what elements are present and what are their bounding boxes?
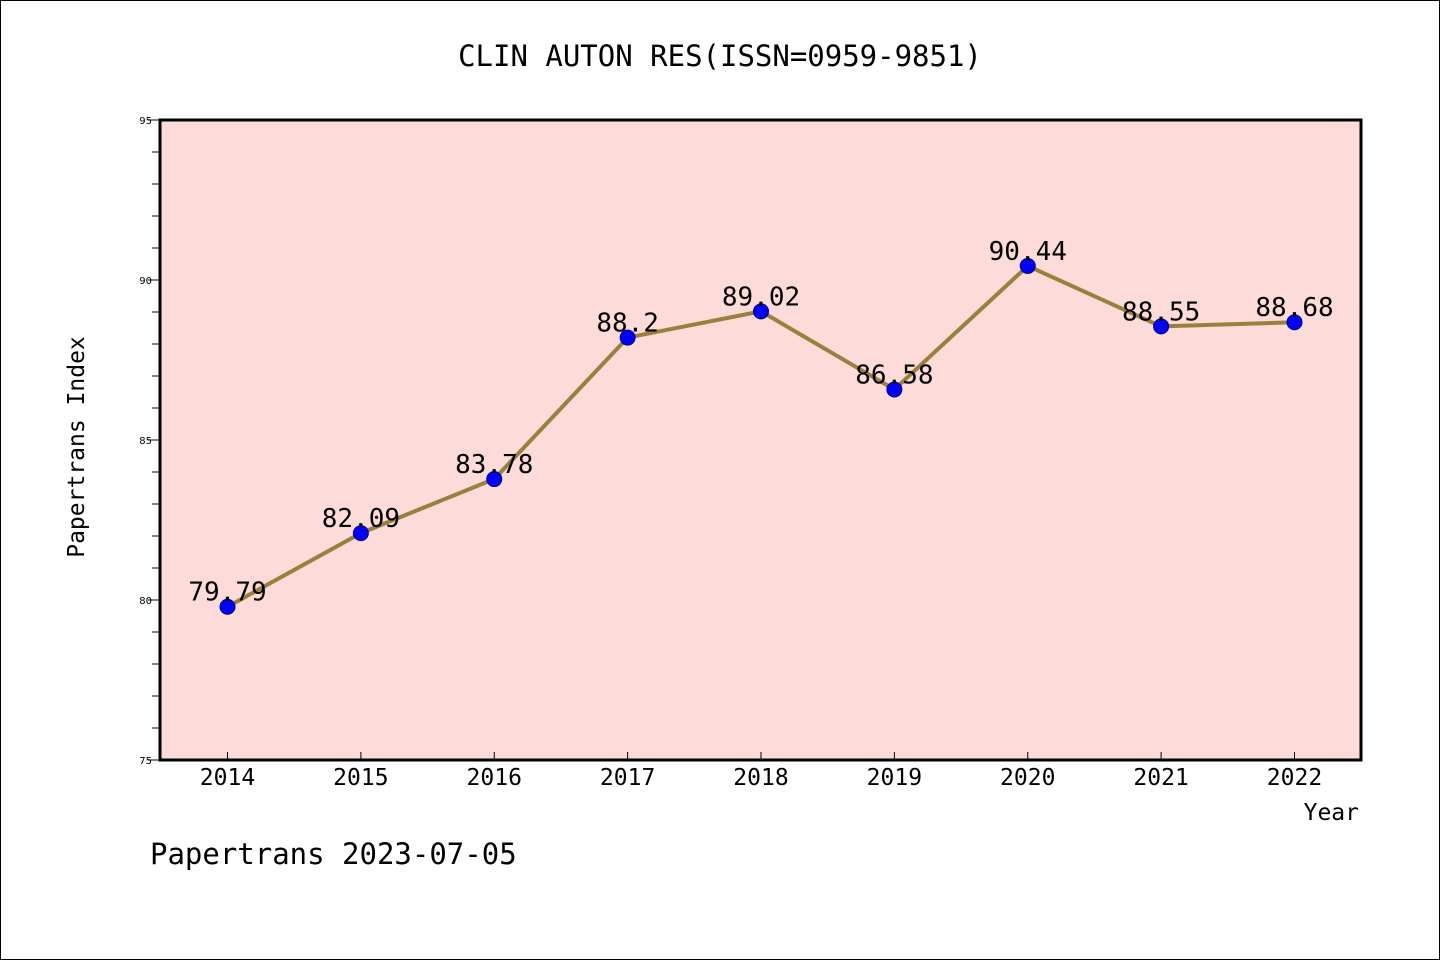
x-tick-label: 2015 (333, 765, 388, 791)
y-tick-label: 75 (139, 756, 152, 767)
x-tick-label: 2018 (733, 765, 788, 791)
data-point (219, 598, 236, 615)
x-axis-ticks: 2014 2015 2016 2017 2018 2019 2020 2021 2022 (200, 752, 1322, 791)
y-tick-label: 80 (139, 596, 152, 607)
x-tick-label: 2022 (1267, 765, 1322, 791)
data-label: 88.2 (596, 309, 659, 339)
x-tick-label: 2019 (867, 765, 922, 791)
data-point (352, 525, 369, 542)
data-point (1286, 314, 1303, 331)
y-axis-title: Papertrans Index (64, 336, 90, 558)
plot-border (158, 118, 1363, 762)
data-label: 89.02 (722, 282, 800, 312)
data-label: 88.55 (1122, 297, 1200, 327)
x-tick-label: 2016 (467, 765, 522, 791)
data-point (886, 381, 903, 398)
data-point (486, 471, 503, 488)
data-point (619, 329, 636, 346)
x-axis-title: Year (1304, 800, 1359, 826)
x-tick-label: 2020 (1000, 765, 1055, 791)
data-label: 82.09 (322, 504, 400, 534)
y-tick-label: 95 (139, 116, 152, 127)
x-tick-label: 2021 (1133, 765, 1188, 791)
data-label: 90.44 (989, 237, 1067, 267)
data-point (1019, 257, 1036, 274)
y-tick-label: 85 (139, 436, 152, 447)
data-label: 86.58 (855, 360, 933, 390)
data-label: 83.78 (455, 450, 533, 480)
x-tick-label: 2017 (600, 765, 655, 791)
data-point (753, 303, 769, 320)
data-label: 79.79 (188, 578, 266, 608)
x-tick-label: 2014 (200, 765, 255, 791)
data-point (1153, 318, 1170, 335)
plot-area (160, 120, 1361, 760)
chart-title: CLIN AUTON RES(ISSN=0959-9851) (458, 39, 982, 73)
data-label: 88.68 (1255, 293, 1333, 323)
y-tick-label: 90 (139, 276, 152, 287)
footer-credit: Papertrans 2023-07-05 (150, 837, 517, 871)
y-axis-ticks: 75 80 85 90 95 (139, 116, 160, 767)
series-layer: 79.79 82.09 83.78 88.2 89.02 86.58 90.44 88.55 8… (188, 237, 1334, 615)
